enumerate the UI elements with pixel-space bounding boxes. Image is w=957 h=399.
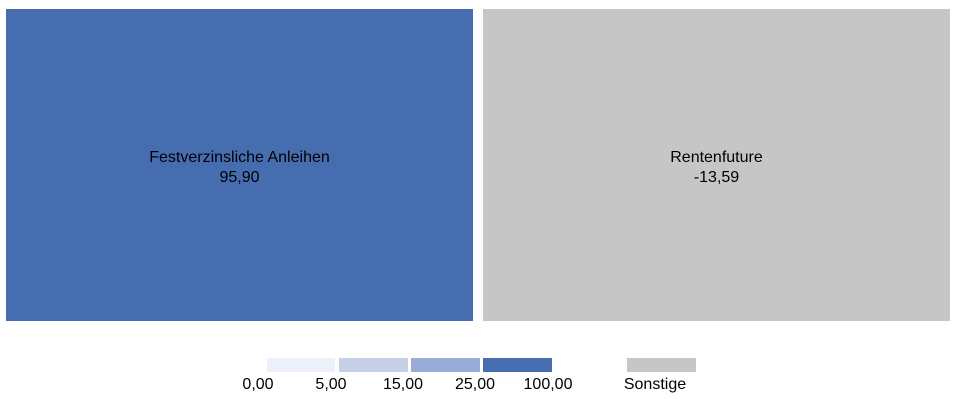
treemap-tile-rect: [6, 9, 473, 321]
treemap-tile-label: Festverzinsliche Anleihen: [149, 149, 330, 166]
legend-tick-label: 25,00: [455, 376, 495, 393]
legend-layer: 0,00 5,00 15,00 25,00 100,00 Sonstige: [242, 358, 696, 393]
legend-color-scale: 0,00 5,00 15,00 25,00 100,00: [242, 358, 573, 393]
treemap-tile: Rentenfuture -13,59: [483, 9, 950, 321]
legend-tick-label: 0,00: [242, 376, 273, 393]
legend-tick-label: 5,00: [315, 376, 346, 393]
legend-tick-label: 15,00: [383, 376, 423, 393]
legend-other-swatch: [627, 358, 696, 372]
legend-tick-label: 100,00: [524, 376, 573, 393]
treemap-tile-value: 95,90: [219, 169, 259, 186]
treemap-tile-rect: [483, 9, 950, 321]
treemap-tile-label: Rentenfuture: [670, 149, 763, 166]
tiles-layer: Festverzinsliche Anleihen 95,90 Rentenfutu…: [6, 9, 950, 321]
legend-swatch: [411, 358, 480, 372]
legend-other: Sonstige: [624, 358, 696, 393]
legend-other-label: Sonstige: [624, 376, 686, 393]
legend-swatch: [483, 358, 552, 372]
legend-swatch: [339, 358, 408, 372]
treemap-tile-value: -13,59: [694, 169, 739, 186]
treemap-tile: Festverzinsliche Anleihen 95,90: [6, 9, 473, 321]
legend-swatch: [267, 358, 335, 372]
